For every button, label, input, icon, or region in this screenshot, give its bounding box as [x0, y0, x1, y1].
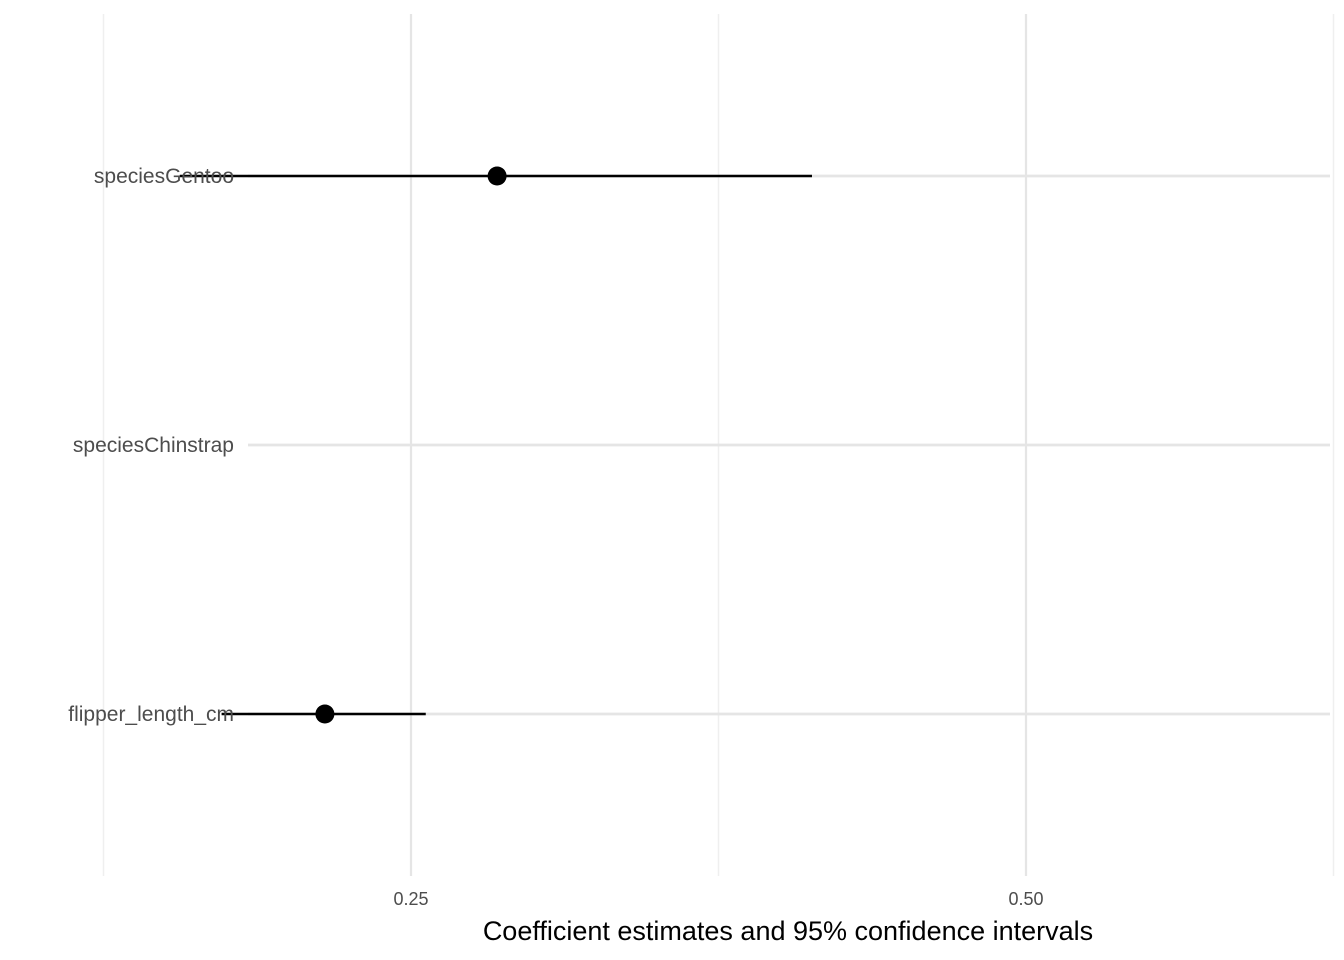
estimate-point-speciesGentoo	[487, 166, 507, 186]
estimate-points	[315, 166, 507, 724]
x-axis-labels: 0.250.500.75	[393, 889, 1043, 909]
estimate-point-flipper_length_cm	[315, 704, 335, 724]
x-tick-label: 0.50	[1008, 889, 1043, 909]
y-axis-labels: speciesGentoo speciesChinstrap flipper_len…	[68, 165, 234, 726]
x-tick-label: 0.25	[393, 889, 428, 909]
y-tick-label: flipper_length_cm	[68, 703, 234, 726]
major-gridlines	[248, 14, 1330, 876]
y-tick-label: speciesGentoo	[94, 165, 234, 188]
y-tick-label: speciesChinstrap	[73, 434, 234, 457]
x-axis-title: Coefficient estimates and 95% confidence…	[483, 916, 1093, 946]
